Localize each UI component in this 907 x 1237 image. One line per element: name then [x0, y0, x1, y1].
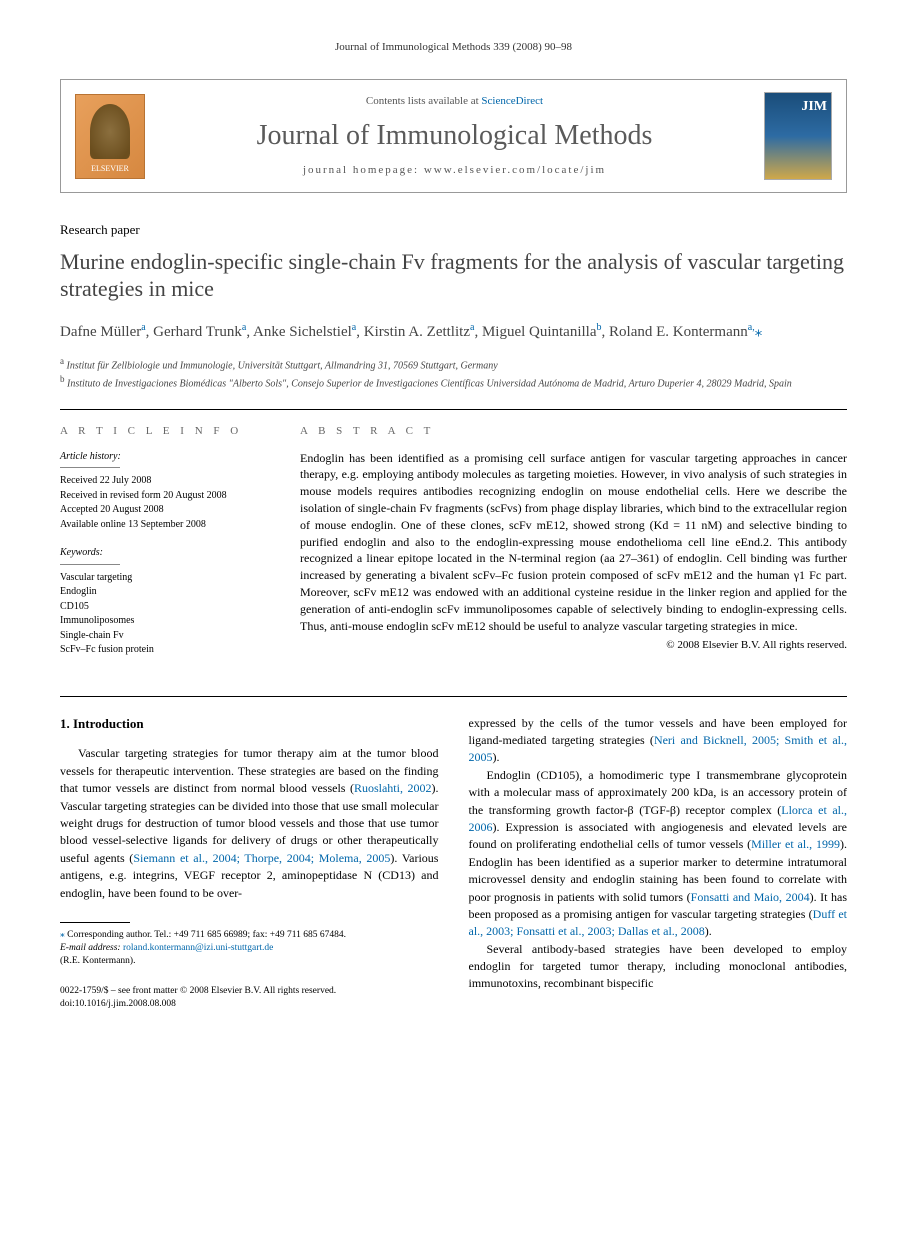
logo-tree-icon: [90, 104, 130, 159]
email-label: E-mail address:: [60, 943, 123, 953]
body-paragraph: Several antibody-based strategies have b…: [469, 941, 848, 993]
authors-names: Dafne Müllera, Gerhard Trunka, Anke Sich…: [60, 324, 755, 340]
article-info-column: A R T I C L E I N F O Article history: R…: [60, 424, 270, 671]
body-two-column: 1. Introduction Vascular targeting strat…: [60, 715, 847, 1011]
contents-available-line: Contents lists available at ScienceDirec…: [159, 94, 750, 109]
affiliations: a Institut für Zellbiologie und Immunolo…: [60, 355, 847, 392]
keyword: Single-chain Fv: [60, 629, 270, 644]
issn-copyright-line: 0022-1759/$ – see front matter © 2008 El…: [60, 985, 439, 998]
abstract-copyright: © 2008 Elsevier B.V. All rights reserved…: [300, 638, 847, 653]
body-paragraph: Endoglin (CD105), a homodimeric type I t…: [469, 767, 848, 941]
history-line: Received 22 July 2008: [60, 474, 270, 489]
body-paragraph: Vascular targeting strategies for tumor …: [60, 745, 439, 902]
sciencedirect-link[interactable]: ScienceDirect: [481, 95, 543, 107]
keyword: Immunoliposomes: [60, 614, 270, 629]
info-abstract-row: A R T I C L E I N F O Article history: R…: [60, 424, 847, 671]
cover-abbreviation: JIM: [801, 97, 827, 117]
keyword: Vascular targeting: [60, 571, 270, 586]
keyword: Endoglin: [60, 585, 270, 600]
abstract-text: Endoglin has been identified as a promis…: [300, 450, 847, 635]
footnote-star-icon: ⁎: [60, 930, 65, 940]
affiliation-b-text: Instituto de Investigaciones Biomédicas …: [67, 378, 792, 389]
contents-prefix: Contents lists available at: [366, 95, 481, 107]
email-owner: (R.E. Kontermann).: [60, 956, 135, 966]
article-info-heading: A R T I C L E I N F O: [60, 424, 270, 439]
journal-cover-thumbnail: JIM: [764, 92, 832, 180]
keyword: ScFv–Fc fusion protein: [60, 643, 270, 658]
journal-title: Journal of Immunological Methods: [159, 116, 750, 155]
article-title: Murine endoglin-specific single-chain Fv…: [60, 248, 847, 303]
homepage-prefix: journal homepage:: [303, 164, 424, 176]
keywords-label: Keywords:: [60, 546, 270, 561]
section-divider: [60, 409, 847, 410]
homepage-url[interactable]: www.elsevier.com/locate/jim: [424, 164, 606, 176]
doi-line: doi:10.1016/j.jim.2008.08.008: [60, 998, 439, 1011]
abstract-heading: A B S T R A C T: [300, 424, 847, 439]
affiliation-a-text: Institut für Zellbiologie und Immunologi…: [67, 360, 498, 371]
body-right-column: expressed by the cells of the tumor vess…: [469, 715, 848, 1011]
affiliation-a: a Institut für Zellbiologie und Immunolo…: [60, 355, 847, 373]
author-list: Dafne Müllera, Gerhard Trunka, Anke Sich…: [60, 321, 847, 343]
history-line: Available online 13 September 2008: [60, 518, 270, 533]
affiliation-b: b Instituto de Investigaciones Biomédica…: [60, 373, 847, 391]
history-line: Accepted 20 August 2008: [60, 503, 270, 518]
body-left-column: 1. Introduction Vascular targeting strat…: [60, 715, 439, 1011]
publisher-name: ELSEVIER: [91, 163, 129, 174]
section-heading-intro: 1. Introduction: [60, 715, 439, 734]
corr-author-email[interactable]: roland.kontermann@izi.uni-stuttgart.de: [123, 943, 273, 953]
running-head: Journal of Immunological Methods 339 (20…: [60, 40, 847, 55]
header-center: Contents lists available at ScienceDirec…: [159, 94, 750, 178]
keyword: CD105: [60, 600, 270, 615]
abstract-column: A B S T R A C T Endoglin has been identi…: [300, 424, 847, 671]
corr-author-contact: Corresponding author. Tel.: +49 711 685 …: [67, 930, 346, 940]
keywords-block: Keywords: Vascular targeting Endoglin CD…: [60, 546, 270, 658]
footer-meta: 0022-1759/$ – see front matter © 2008 El…: [60, 985, 439, 1011]
elsevier-logo: ELSEVIER: [75, 94, 145, 179]
journal-homepage-line: journal homepage: www.elsevier.com/locat…: [159, 163, 750, 178]
journal-header-box: ELSEVIER Contents lists available at Sci…: [60, 79, 847, 193]
history-label: Article history:: [60, 450, 270, 465]
article-history-block: Article history: Received 22 July 2008 R…: [60, 450, 270, 533]
history-line: Received in revised form 20 August 2008: [60, 489, 270, 504]
body-paragraph: expressed by the cells of the tumor vess…: [469, 715, 848, 767]
corresponding-author-footnote: ⁎ Corresponding author. Tel.: +49 711 68…: [60, 929, 439, 967]
article-type: Research paper: [60, 221, 847, 239]
corresponding-author-star-icon: ⁎: [755, 324, 763, 340]
footnote-separator: [60, 922, 130, 923]
section-divider: [60, 696, 847, 697]
